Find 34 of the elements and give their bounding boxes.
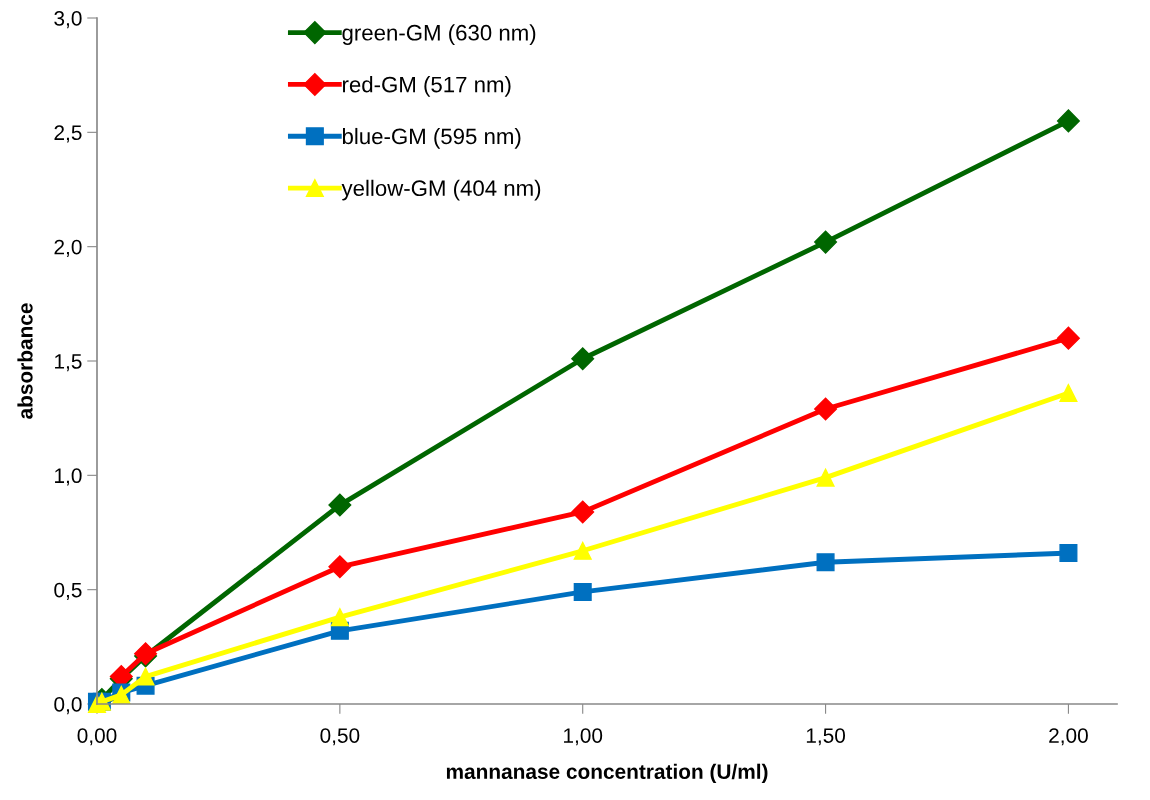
y-tick-label: 0,0 — [54, 697, 82, 715]
point — [1056, 326, 1080, 350]
x-tick-label: 0,50 — [320, 728, 360, 746]
y-tick-label: 3,0 — [54, 11, 82, 29]
x-tick-label: 1,50 — [806, 728, 846, 746]
x-tick-label: 0,00 — [77, 728, 117, 746]
y-axis-title: absorbance — [17, 303, 33, 419]
y-tick-label: 1,0 — [55, 468, 82, 486]
point — [328, 555, 352, 579]
x-tick-label: 2,00 — [1049, 728, 1088, 746]
legend-label: yellow-GM (404 nm) — [341, 179, 541, 201]
legend-label: red-GM (517 nm) — [342, 76, 511, 97]
point — [814, 397, 838, 421]
x-tick-label: 1,00 — [564, 728, 603, 746]
point — [1059, 383, 1078, 403]
y-tick-label: 2,5 — [54, 125, 82, 143]
y-tick-label: 1,5 — [55, 354, 82, 372]
point — [573, 541, 592, 560]
x-axis-title: mannanase concentration (U/ml) — [446, 763, 768, 784]
point — [571, 500, 595, 524]
y-tick-label: 2,0 — [54, 239, 82, 257]
y-tick-label: 0,5 — [54, 582, 82, 600]
point — [136, 667, 155, 686]
legend-label: green-GM (630 nm) — [342, 24, 536, 45]
point — [571, 347, 595, 371]
point — [328, 493, 352, 517]
point — [330, 608, 349, 627]
point — [814, 230, 838, 254]
point — [1059, 544, 1078, 563]
legend-label: blue-GM (595 nm) — [342, 127, 521, 149]
point — [1056, 109, 1080, 133]
point — [573, 582, 592, 601]
point — [816, 468, 835, 487]
point — [816, 553, 835, 572]
